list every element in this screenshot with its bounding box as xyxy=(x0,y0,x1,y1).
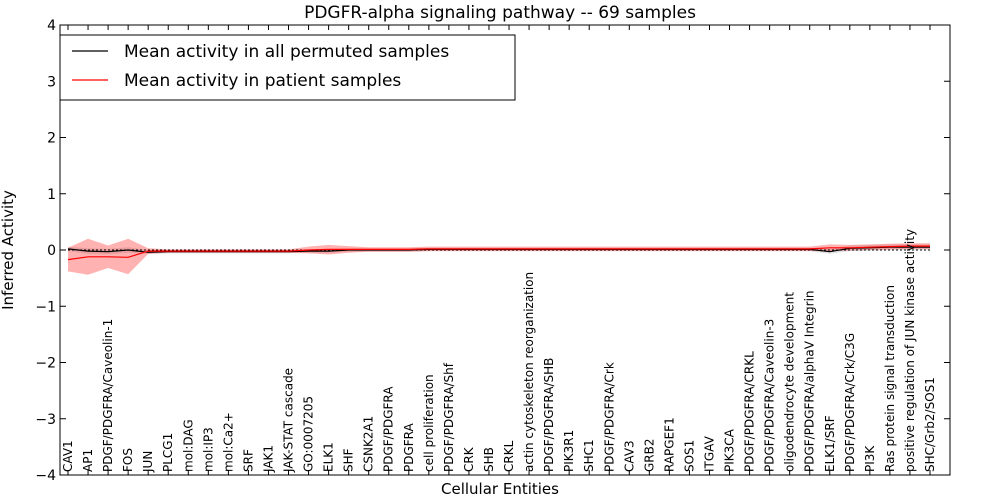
x-tick-label: JUN xyxy=(141,451,155,473)
x-tick-label: cell proliferation xyxy=(422,374,436,472)
x-tick-label: SHB xyxy=(482,447,496,472)
y-tick-label: −3 xyxy=(35,412,56,428)
x-tick-label: PLCG1 xyxy=(161,433,175,472)
x-tick-label: CRK xyxy=(462,446,476,472)
x-tick-label: SHF xyxy=(342,448,356,472)
series-lines xyxy=(67,245,930,261)
x-tick-label: FOS xyxy=(121,448,135,472)
x-tick-label: ITGAV xyxy=(703,435,717,472)
x-tick-label: mol:IP3 xyxy=(201,427,215,472)
x-tick-label: GO:0007205 xyxy=(302,396,316,472)
x-tick-label: CRKL xyxy=(502,440,516,472)
band-series-1 xyxy=(68,238,930,275)
x-tick-label: SHC1 xyxy=(582,439,596,472)
x-tick-label: PDGF/PDGFRA/SHB xyxy=(542,358,556,472)
legend: Mean activity in all permuted samples Me… xyxy=(59,34,516,101)
x-tick-label: PDGF/PDGFRA/Crk/C3G xyxy=(843,333,857,472)
y-tick-label: 1 xyxy=(47,187,56,203)
x-tick-label: RAPGEF1 xyxy=(662,417,676,472)
x-tick-label: PDGF/PDGFRA/Shf xyxy=(442,362,456,472)
x-tick-label: Ras protein signal transduction xyxy=(883,285,897,472)
y-tick-label: −4 xyxy=(35,468,56,484)
y-tick-label: −2 xyxy=(35,356,56,372)
x-tick-label: SHC/Grb2/SOS1 xyxy=(923,377,937,472)
x-tick-label: PIK3CA xyxy=(723,428,737,472)
x-axis-tick-labels: CAV1 AP1 PDGF/PDGFRA/Caveolin-1 FOS JUN PLCG1… xyxy=(61,25,937,475)
x-tick-label: JAK1 xyxy=(262,445,276,473)
x-tick-label: ELK1 xyxy=(322,442,336,472)
y-axis-ticks: −4 −3 −2 −1 0 1 2 3 4 xyxy=(35,18,950,484)
x-tick-label: PDGF/PDGFRA/Crk xyxy=(602,362,616,472)
series-line-1 xyxy=(67,245,930,261)
x-tick-label: CAV1 xyxy=(61,440,75,472)
x-tick-label: SOS1 xyxy=(682,440,696,472)
x-tick-label: PDGFRA xyxy=(402,422,416,472)
x-tick-label: JAK-STAT cascade xyxy=(282,368,296,473)
x-tick-label: SRF xyxy=(241,449,255,472)
y-tick-label: 4 xyxy=(47,18,56,34)
x-tick-label: PDGF/PDGFRA xyxy=(382,386,396,472)
x-tick-label: PDGF/PDGFRA/CRKL xyxy=(743,351,757,472)
y-tick-label: 2 xyxy=(47,131,56,147)
x-tick-label: CSNK2A1 xyxy=(362,416,376,472)
x-tick-label: GRB2 xyxy=(642,438,656,472)
legend-label-patient: Mean activity in patient samples xyxy=(124,71,401,91)
chart-title: PDGFR-alpha signaling pathway -- 69 samp… xyxy=(304,3,696,23)
legend-box xyxy=(59,34,516,101)
x-tick-label: PDGF/PDGFRA/alphaV Integrin xyxy=(803,290,817,472)
x-tick-label: CAV3 xyxy=(622,440,636,472)
y-axis-title: Inferred Activity xyxy=(0,190,17,310)
x-axis-title: Cellular Entities xyxy=(441,480,559,498)
x-tick-label: positive regulation of JUN kinase activi… xyxy=(903,229,917,472)
legend-label-permuted: Mean activity in all permuted samples xyxy=(124,42,449,62)
x-tick-label: AP1 xyxy=(81,449,95,472)
x-tick-label: PDGF/PDGFRA/Caveolin-3 xyxy=(763,319,777,472)
x-tick-label: PDGF/PDGFRA/Caveolin-1 xyxy=(101,319,115,472)
x-tick-label: oligodendrocyte development xyxy=(783,292,797,472)
x-tick-label: PIK3R1 xyxy=(562,430,576,472)
y-tick-label: 0 xyxy=(47,243,56,259)
x-tick-label: ELK1/SRF xyxy=(823,415,837,472)
x-tick-label: actin cytoskeleton reorganization xyxy=(522,272,536,472)
x-tick-label: mol:Ca2+ xyxy=(221,412,235,472)
y-tick-label: −1 xyxy=(35,299,56,315)
x-tick-label: PI3K xyxy=(863,445,877,472)
x-tick-label: mol:DAG xyxy=(181,419,195,472)
y-tick-label: 3 xyxy=(47,74,56,90)
